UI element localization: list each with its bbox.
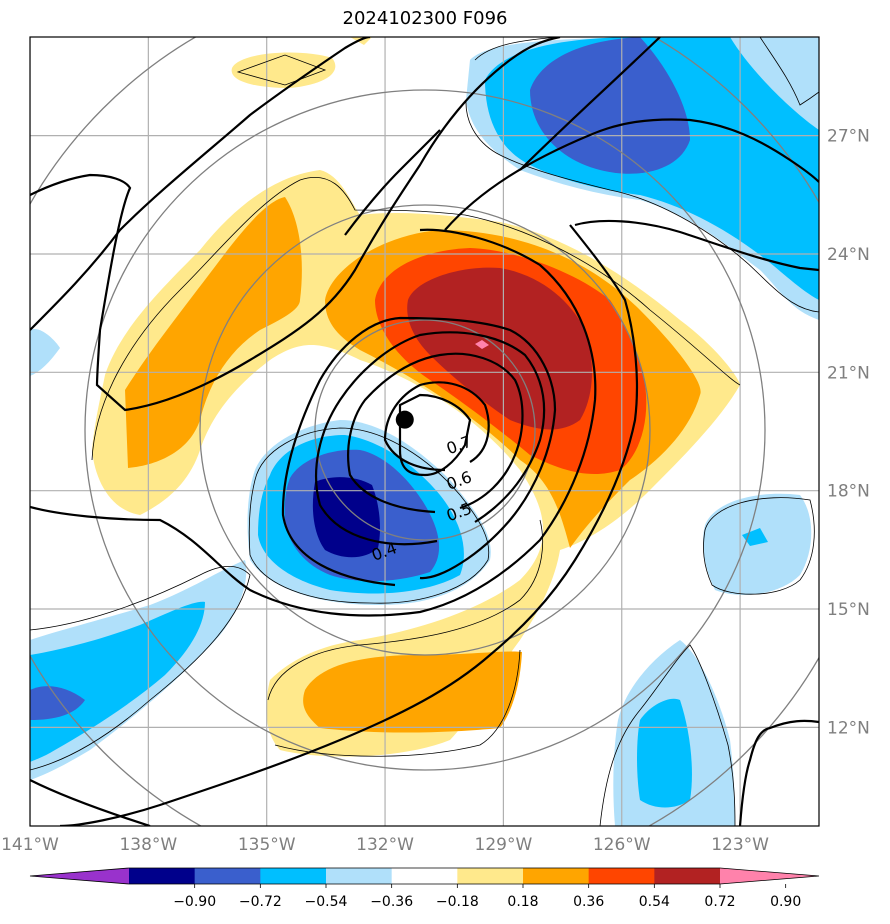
colorbar-extend-high bbox=[720, 868, 819, 884]
lon-tick-label: 126°W bbox=[593, 835, 651, 855]
colorbar-segment bbox=[654, 868, 721, 884]
storm-contour bbox=[347, 352, 524, 514]
thin-contour bbox=[30, 565, 251, 771]
thin-contour bbox=[599, 644, 736, 826]
thick-contour bbox=[30, 37, 561, 412]
lon-tick-label: 129°W bbox=[475, 835, 533, 855]
thin-contour bbox=[236, 54, 327, 86]
thin-contour bbox=[465, 99, 819, 313]
graticule bbox=[30, 37, 819, 826]
map-frame bbox=[29, 36, 820, 827]
thick-contour bbox=[574, 219, 819, 272]
shade-negative-4 bbox=[312, 477, 380, 558]
thick-contour bbox=[30, 228, 597, 617]
plot-title: 2024102300 F096 bbox=[342, 8, 508, 29]
storm-contour bbox=[281, 316, 557, 587]
lon-tick-label: 132°W bbox=[356, 835, 414, 855]
colorbar-segment bbox=[391, 868, 458, 884]
thick-contour bbox=[519, 37, 661, 171]
shaded-field bbox=[30, 37, 819, 826]
colorbar-segment bbox=[129, 868, 196, 884]
thick-contour bbox=[30, 779, 151, 826]
thick-contour bbox=[59, 224, 639, 826]
colorbar-outline bbox=[29, 867, 820, 885]
thick-contour bbox=[30, 37, 371, 331]
colorbar-segment bbox=[194, 868, 261, 884]
thin-contours bbox=[30, 37, 819, 826]
lat-tick-label: 27°N bbox=[827, 127, 870, 147]
thick-contours bbox=[30, 37, 819, 826]
colorbar-tick-label: −0.36 bbox=[370, 894, 413, 910]
shade-negative-3 bbox=[530, 37, 690, 174]
shade-negative-2 bbox=[30, 601, 205, 762]
thin-contour bbox=[91, 177, 741, 461]
colorbar-segment bbox=[260, 868, 327, 884]
range-ring bbox=[199, 204, 651, 656]
lat-tick-label: 24°N bbox=[827, 245, 870, 265]
colorbar-tick-label: −0.54 bbox=[305, 894, 348, 910]
storm-center-marker bbox=[395, 410, 414, 429]
colorbar-tick-label: 0.90 bbox=[770, 894, 801, 910]
shade-positive-5 bbox=[475, 340, 489, 349]
colorbar-tick-label: 0.18 bbox=[507, 894, 538, 910]
colorbar-tick-label: −0.72 bbox=[239, 894, 282, 910]
colorbar: −0.90 −0.72 −0.54 −0.36 −0.18 0.18 0.36 0.54 0.7… bbox=[29, 867, 820, 910]
colorbar-tick-label: −0.90 bbox=[173, 894, 216, 910]
lat-tick-label: 12°N bbox=[827, 718, 870, 738]
shade-negative-3 bbox=[30, 686, 85, 720]
thick-contour bbox=[344, 118, 819, 236]
colorbar-segment bbox=[457, 868, 524, 884]
lon-tick-label: 141°W bbox=[1, 835, 59, 855]
range-rings bbox=[30, 37, 819, 826]
shade-negative-2 bbox=[637, 698, 692, 808]
thick-contour bbox=[738, 719, 819, 826]
range-ring bbox=[84, 89, 766, 771]
colorbar-segment bbox=[523, 868, 590, 884]
storm-contour bbox=[383, 381, 490, 472]
colorbar-tick-label: 0.54 bbox=[639, 894, 670, 910]
colorbar-tick-label: 0.72 bbox=[704, 894, 735, 910]
storm-contour bbox=[314, 331, 546, 546]
shade-negative-1 bbox=[30, 329, 60, 376]
longitude-labels: 141°W 138°W 135°W 132°W 129°W 126°W 123°W bbox=[1, 835, 769, 855]
shade-negative-2 bbox=[742, 528, 768, 546]
lat-tick-label: 21°N bbox=[827, 363, 870, 383]
thin-contour bbox=[474, 37, 819, 106]
colorbar-segment bbox=[326, 868, 393, 884]
storm-contour bbox=[398, 393, 472, 477]
colorbar-tick-label: −0.18 bbox=[436, 894, 479, 910]
lon-tick-label: 135°W bbox=[238, 835, 296, 855]
shade-positive-1 bbox=[231, 52, 336, 88]
shade-positive-1 bbox=[350, 37, 372, 45]
lon-tick-label: 123°W bbox=[711, 835, 769, 855]
thin-contour bbox=[703, 497, 815, 595]
lon-tick-label: 138°W bbox=[119, 835, 177, 855]
lat-tick-label: 15°N bbox=[827, 600, 870, 620]
range-ring bbox=[314, 319, 536, 541]
colorbar-extend-low bbox=[30, 868, 129, 884]
lat-tick-label: 18°N bbox=[827, 482, 870, 502]
thin-contour bbox=[267, 519, 544, 757]
colorbar-segment bbox=[588, 868, 655, 884]
shade-positive-2 bbox=[125, 197, 302, 468]
thin-contour bbox=[248, 427, 490, 604]
latitude-labels: 12°N 15°N 18°N 21°N 24°N 27°N bbox=[827, 127, 870, 739]
colorbar-tick-label: 0.36 bbox=[573, 894, 604, 910]
